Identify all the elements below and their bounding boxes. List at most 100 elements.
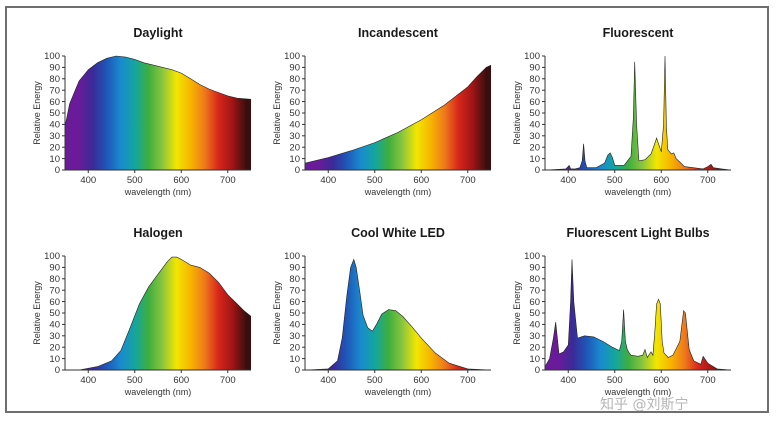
y-tick-label: 90 bbox=[529, 63, 540, 74]
y-tick-label: 30 bbox=[529, 131, 540, 142]
y-tick-label: 80 bbox=[529, 274, 540, 285]
y-tick-label: 90 bbox=[289, 63, 300, 74]
y-tick-label: 50 bbox=[529, 308, 540, 319]
x-tick-label: 600 bbox=[653, 175, 669, 186]
spectrum-area bbox=[65, 56, 251, 170]
chart-title: Halogen bbox=[133, 226, 182, 240]
y-tick-label: 0 bbox=[55, 165, 60, 176]
x-tick-label: 400 bbox=[320, 175, 336, 186]
y-tick-label: 60 bbox=[529, 297, 540, 308]
y-tick-label: 70 bbox=[289, 85, 300, 96]
y-tick-label: 30 bbox=[529, 331, 540, 342]
y-tick-label: 100 bbox=[44, 251, 60, 262]
y-tick-label: 50 bbox=[289, 308, 300, 319]
y-tick-label: 0 bbox=[55, 365, 60, 376]
x-tick-label: 500 bbox=[607, 175, 623, 186]
y-tick-label: 10 bbox=[529, 354, 540, 365]
spectrum-area bbox=[305, 259, 491, 370]
x-tick-label: 500 bbox=[607, 375, 623, 386]
y-tick-label: 70 bbox=[289, 285, 300, 296]
x-axis-label: wavelength (nm) bbox=[364, 387, 432, 397]
x-tick-label: 600 bbox=[413, 175, 429, 186]
y-tick-label: 20 bbox=[289, 342, 300, 353]
y-tick-label: 60 bbox=[529, 97, 540, 108]
x-tick-label: 400 bbox=[320, 375, 336, 386]
x-tick-label: 400 bbox=[80, 375, 96, 386]
y-tick-label: 60 bbox=[49, 297, 60, 308]
y-axis-label: Relative Energy bbox=[272, 81, 282, 145]
x-tick-label: 500 bbox=[367, 375, 383, 386]
y-tick-label: 60 bbox=[289, 297, 300, 308]
y-tick-label: 40 bbox=[529, 120, 540, 131]
y-tick-label: 30 bbox=[289, 131, 300, 142]
y-tick-label: 40 bbox=[289, 120, 300, 131]
fluorescent-light-bulbs-spectrum-chart: Fluorescent Light Bulbs 01020304050607080… bbox=[512, 226, 732, 397]
chart-title: Fluorescent Light Bulbs bbox=[566, 226, 709, 240]
y-tick-label: 0 bbox=[535, 365, 540, 376]
y-tick-label: 10 bbox=[289, 354, 300, 365]
spectrum-area bbox=[545, 259, 731, 370]
spectrum-area bbox=[545, 56, 731, 170]
x-tick-label: 700 bbox=[460, 375, 476, 386]
x-tick-label: 400 bbox=[80, 175, 96, 186]
y-tick-label: 70 bbox=[529, 85, 540, 96]
chart-title: Incandescent bbox=[358, 26, 439, 40]
x-tick-label: 500 bbox=[367, 175, 383, 186]
x-tick-label: 700 bbox=[220, 175, 236, 186]
x-tick-label: 700 bbox=[460, 175, 476, 186]
x-tick-label: 500 bbox=[127, 175, 143, 186]
y-tick-label: 40 bbox=[49, 320, 60, 331]
y-tick-label: 60 bbox=[289, 97, 300, 108]
spectrum-area bbox=[305, 65, 491, 170]
x-tick-label: 600 bbox=[173, 375, 189, 386]
x-tick-label: 500 bbox=[127, 375, 143, 386]
x-axis-label: wavelength (nm) bbox=[124, 387, 192, 397]
y-tick-label: 80 bbox=[49, 274, 60, 285]
spectrum-curve bbox=[544, 259, 732, 371]
y-tick-label: 70 bbox=[49, 85, 60, 96]
x-tick-label: 700 bbox=[700, 375, 716, 386]
x-tick-label: 600 bbox=[413, 375, 429, 386]
y-tick-label: 20 bbox=[49, 342, 60, 353]
y-axis-label: Relative Energy bbox=[272, 281, 282, 345]
y-tick-label: 30 bbox=[49, 331, 60, 342]
y-tick-label: 20 bbox=[49, 142, 60, 153]
spectrum-curve bbox=[544, 55, 732, 171]
chart-title: Daylight bbox=[133, 26, 183, 40]
y-tick-label: 20 bbox=[529, 342, 540, 353]
spectrum-curve bbox=[65, 256, 252, 371]
x-tick-label: 600 bbox=[173, 175, 189, 186]
y-tick-label: 70 bbox=[49, 285, 60, 296]
y-tick-label: 90 bbox=[49, 263, 60, 274]
y-tick-label: 30 bbox=[49, 131, 60, 142]
y-tick-label: 20 bbox=[289, 142, 300, 153]
y-tick-label: 100 bbox=[524, 251, 540, 262]
y-tick-label: 80 bbox=[49, 74, 60, 85]
y-tick-label: 50 bbox=[49, 108, 60, 119]
y-tick-label: 10 bbox=[49, 354, 60, 365]
spectrum-curve bbox=[64, 55, 252, 127]
chart-title: Fluorescent bbox=[603, 26, 675, 40]
y-tick-label: 10 bbox=[49, 154, 60, 165]
x-axis-label: wavelength (nm) bbox=[604, 387, 672, 397]
y-axis-label: Relative Energy bbox=[512, 281, 522, 345]
y-tick-label: 40 bbox=[289, 320, 300, 331]
y-axis-label: Relative Energy bbox=[32, 281, 42, 345]
x-axis-label: wavelength (nm) bbox=[364, 187, 432, 197]
y-tick-label: 100 bbox=[524, 51, 540, 62]
y-tick-label: 0 bbox=[295, 365, 300, 376]
y-tick-label: 70 bbox=[529, 285, 540, 296]
watermark-text: 知乎 @刘斯宁 bbox=[600, 397, 689, 413]
y-tick-label: 90 bbox=[289, 263, 300, 274]
x-axis-label: wavelength (nm) bbox=[604, 187, 672, 197]
y-tick-label: 40 bbox=[529, 320, 540, 331]
y-tick-label: 50 bbox=[529, 108, 540, 119]
y-tick-label: 100 bbox=[284, 251, 300, 262]
x-tick-label: 400 bbox=[560, 175, 576, 186]
x-tick-label: 700 bbox=[700, 175, 716, 186]
spectrum-curve bbox=[304, 64, 492, 164]
y-tick-label: 80 bbox=[289, 74, 300, 85]
y-tick-label: 90 bbox=[49, 63, 60, 74]
